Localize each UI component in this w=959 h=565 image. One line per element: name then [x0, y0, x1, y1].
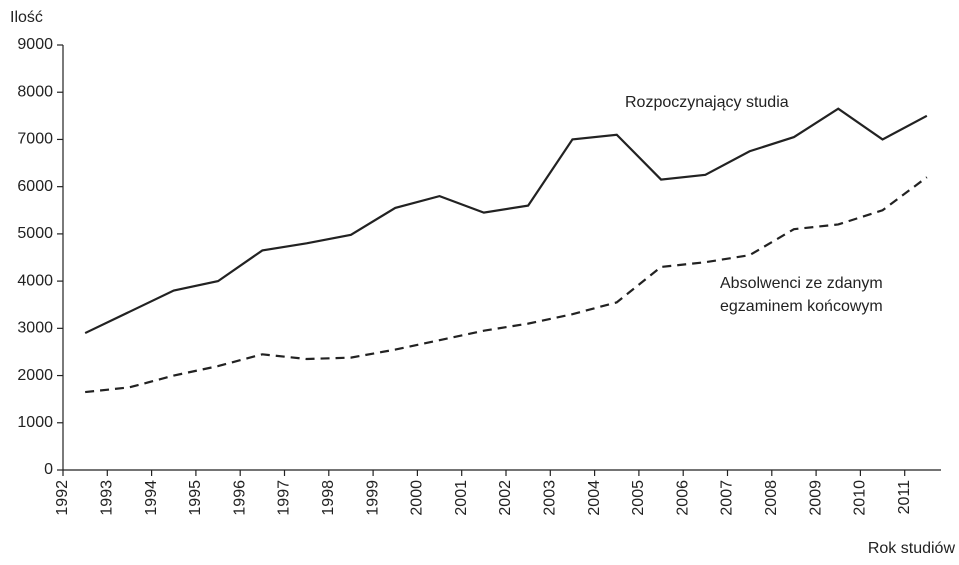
annotation: Absolwenci ze zdanym [720, 275, 883, 292]
x-tick-label: 2011 [896, 480, 913, 515]
x-tick-label: 2004 [586, 480, 603, 516]
annotation: Rozpoczynający studia [625, 94, 789, 111]
y-tick-label: 2000 [17, 367, 53, 384]
x-tick-label: 2007 [719, 480, 736, 516]
x-tick-label: 1995 [187, 480, 204, 516]
x-tick-label: 2005 [630, 480, 647, 516]
y-tick-label: 7000 [17, 131, 53, 148]
x-tick-label: 1994 [143, 480, 160, 516]
x-tick-label: 2003 [542, 480, 559, 516]
y-axis-label: Ilość [10, 9, 43, 26]
x-axis-label: Rok studiów [868, 540, 956, 557]
x-tick-label: 1993 [99, 480, 116, 516]
x-tick-label: 1999 [364, 480, 381, 516]
y-tick-label: 8000 [17, 83, 53, 100]
x-tick-label: 1998 [320, 480, 337, 516]
x-tick-label: 2008 [763, 480, 780, 516]
x-tick-label: 2001 [453, 480, 470, 516]
series-line [84, 107, 928, 335]
y-tick-label: 9000 [17, 36, 53, 53]
x-tick-label: 2006 [674, 480, 691, 516]
y-tick-label: 6000 [17, 178, 53, 195]
series-line [85, 176, 928, 394]
x-tick-label: 1992 [54, 480, 71, 516]
y-tick-label: 0 [44, 461, 53, 478]
y-tick-label: 1000 [17, 414, 53, 431]
x-tick-label: 1996 [231, 480, 248, 516]
y-tick-label: 3000 [17, 320, 53, 337]
annotation: egzaminem końcowym [720, 298, 883, 315]
x-tick-label: 2010 [852, 480, 869, 516]
x-tick-label: 2009 [807, 480, 824, 516]
x-tick-label: 2002 [497, 480, 514, 516]
y-tick-label: 5000 [17, 225, 53, 242]
x-tick-label: 2000 [409, 480, 426, 516]
x-tick-label: 1997 [276, 480, 293, 516]
y-tick-label: 4000 [17, 272, 53, 289]
